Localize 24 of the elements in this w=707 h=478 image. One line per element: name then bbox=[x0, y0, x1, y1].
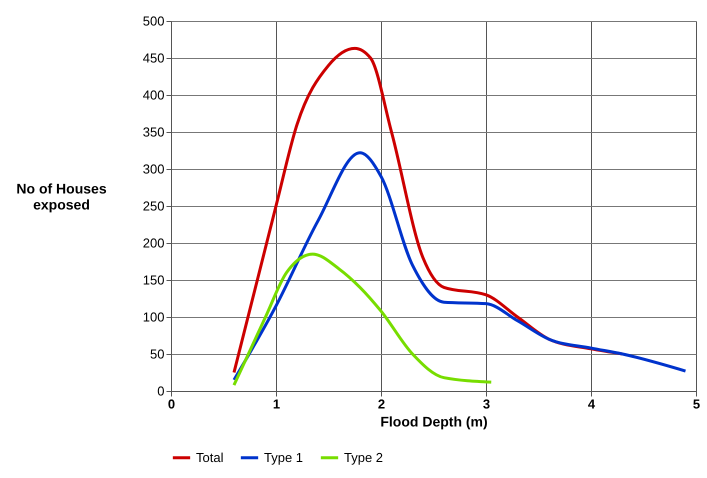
y-axis-title: No of Houses exposed bbox=[16, 180, 107, 212]
y-tick-label: 150 bbox=[142, 272, 164, 288]
x-tick-label: 2 bbox=[378, 396, 386, 412]
y-tick-label: 100 bbox=[142, 310, 164, 324]
line-series bbox=[232, 151, 687, 382]
y-tick-label: 250 bbox=[142, 198, 164, 214]
y-tick-label: 50 bbox=[150, 346, 164, 362]
y-tick-label: 350 bbox=[142, 124, 164, 140]
x-tick-label: 4 bbox=[588, 396, 596, 412]
y-tick-label: 400 bbox=[142, 88, 164, 102]
y-tick-label: 450 bbox=[142, 50, 164, 66]
y-tick-label: 300 bbox=[142, 162, 164, 176]
legend-label: Type 2 bbox=[344, 450, 384, 465]
x-tick-label: 1 bbox=[272, 396, 280, 412]
legend-label: Type 1 bbox=[264, 450, 304, 465]
x-tick-label: 5 bbox=[692, 396, 700, 412]
x-axis-title: Flood Depth (m) bbox=[380, 414, 488, 430]
y-tick-label: 500 bbox=[142, 14, 164, 28]
y-tick-label: 200 bbox=[142, 236, 164, 250]
x-tick-label: 3 bbox=[482, 396, 490, 412]
y-tick-label: 0 bbox=[157, 384, 164, 398]
legend-label: Total bbox=[196, 450, 224, 465]
x-tick-label: 0 bbox=[168, 396, 176, 412]
line-series bbox=[232, 252, 493, 387]
